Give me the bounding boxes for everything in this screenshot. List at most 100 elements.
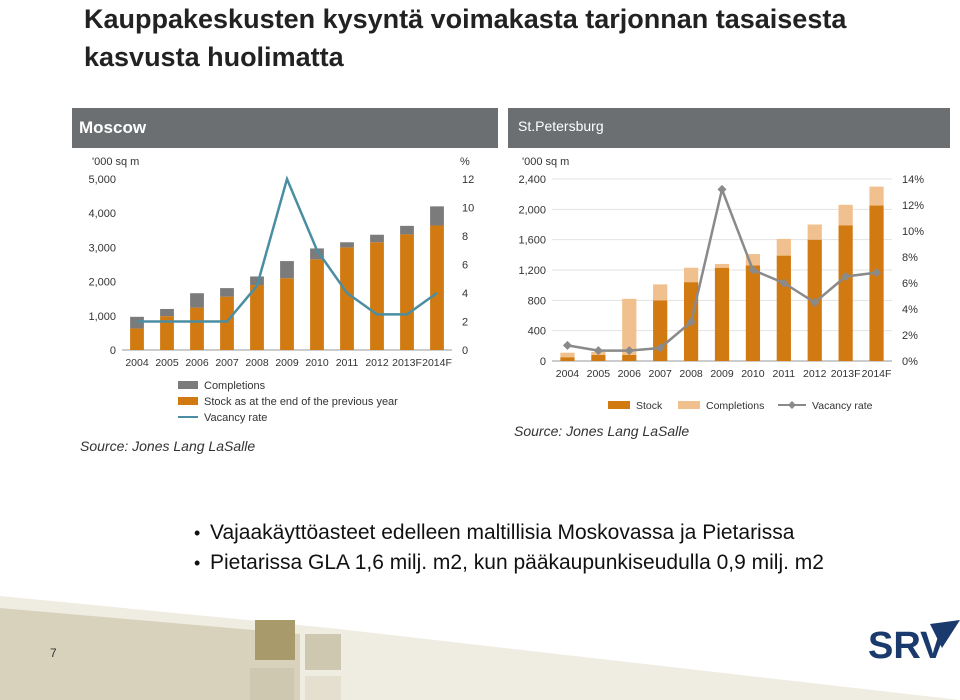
vacancy-point (872, 268, 882, 278)
bar-completions (683, 267, 699, 283)
logo-arrow-icon (930, 620, 960, 648)
y-tick-label: 1,600 (518, 235, 546, 247)
moscow-chart: 0 1,000 2,000 3,000 4,000 5,000 0 2 4 6 8 10 12 '000 … (80, 156, 474, 454)
bar-stock (560, 357, 575, 361)
y-right-axis-unit: % (460, 156, 470, 168)
bar-stock (250, 285, 264, 350)
bar-stock (220, 296, 234, 350)
bar-completions (340, 242, 354, 248)
bar-stock (160, 316, 174, 350)
bar-completions (622, 298, 637, 355)
chart-source: Source: Jones Lang LaSalle (80, 438, 255, 454)
vacancy-line (137, 175, 438, 323)
vacancy-point (624, 346, 634, 356)
y-tick-label: 2,000 (88, 277, 116, 289)
page-title: Kauppakeskusten kysyntä voimakasta tarjo… (84, 4, 847, 72)
bar-completions (160, 308, 174, 317)
legend-marker-vacancy (788, 401, 796, 409)
legend-swatch-stock (608, 401, 630, 409)
y-tick-label: 1,200 (518, 265, 546, 277)
y-right-tick-label: 4% (902, 304, 918, 316)
y-tick-label: 800 (528, 295, 546, 307)
bullet-item: Pietarissa GLA 1,6 milj. m2, kun pääkaup… (194, 548, 954, 578)
y-right-tick-label: 14% (902, 174, 924, 186)
bullet-item: Vajaakäyttöasteet edelleen maltillisia M… (194, 518, 954, 548)
x-tick-label: 2005 (587, 368, 611, 380)
x-tick-label: 2007 (649, 368, 673, 380)
x-tick-label: 2012 (803, 368, 827, 380)
y-tick-label: 2,000 (518, 204, 546, 216)
footer-tile (0, 608, 300, 700)
spb-chart: 0 400 800 1,200 1,600 2,000 2,400 0% 2% 4% 6% 8% 10%… (514, 156, 924, 439)
vacancy-point (593, 346, 603, 356)
x-tick-label: 2004 (556, 368, 580, 380)
y-right-tick-label: 6% (902, 278, 918, 290)
y-tick-label: 5,000 (88, 174, 116, 186)
y-right-tick-label: 0 (462, 345, 468, 357)
y-tick-label: 400 (528, 326, 546, 338)
y-right-tick-label: 8 (462, 231, 468, 243)
bar-stock (400, 234, 414, 350)
bar-stock (280, 278, 294, 350)
srv-logo: SRV (868, 620, 960, 664)
spb-chart-panel: St.Petersburg 0 400 800 1,200 1,600 2,000 2,40… (508, 108, 950, 446)
bar-completions (653, 284, 668, 301)
x-tick-label: 2013F (392, 357, 422, 369)
vacancy-point (748, 265, 758, 275)
bar-stock (745, 265, 761, 361)
x-tick-label: 2008 (245, 357, 269, 369)
vacancy-point (717, 184, 727, 194)
x-tick-label: 2014F (422, 357, 452, 369)
y-right-tick-label: 12% (902, 200, 924, 212)
x-tick-label: 2005 (155, 357, 179, 369)
vacancy-point (655, 343, 665, 353)
x-tick-label: 2012 (365, 357, 389, 369)
bar-completions (220, 288, 234, 297)
bar-completions (250, 276, 264, 286)
x-tick-label: 2006 (618, 368, 642, 380)
legend-swatch-completions (678, 401, 700, 409)
footer-tile (305, 634, 341, 670)
x-tick-label: 2009 (710, 368, 734, 380)
y-axis-unit: '000 sq m (522, 156, 569, 168)
y-tick-label: 4,000 (88, 208, 116, 220)
bar-completions (370, 234, 384, 243)
vacancy-point (841, 272, 851, 281)
spb-chart-header: St.Petersburg (508, 108, 950, 148)
legend-swatch-stock (178, 397, 198, 405)
legend-label: Completions (706, 400, 764, 412)
y-tick-label: 3,000 (88, 242, 116, 254)
moscow-chart-header: Moscow (72, 108, 498, 148)
bar-completions (838, 204, 853, 226)
bar-stock (869, 205, 884, 361)
bar-stock (622, 354, 637, 361)
y-right-tick-label: 8% (902, 252, 918, 264)
x-tick-label: 2013F (831, 368, 861, 380)
bar-completions (430, 206, 444, 226)
x-tick-label: 2004 (125, 357, 149, 369)
x-tick-label: 2008 (679, 368, 703, 380)
x-tick-label: 2006 (185, 357, 209, 369)
bar-completions (776, 238, 791, 256)
y-tick-label: 0 (110, 345, 116, 357)
vacancy-point (562, 340, 572, 350)
y-right-tick-label: 4 (462, 288, 468, 300)
bar-completions (560, 352, 575, 358)
footer-tile (250, 668, 294, 700)
bar-stock (838, 225, 853, 361)
bullet-list: Vajaakäyttöasteet edelleen maltillisia M… (194, 518, 954, 578)
vacancy-point (686, 317, 696, 327)
footer-tile (255, 620, 295, 660)
x-tick-label: 2011 (336, 357, 359, 369)
y-right-tick-label: 12 (462, 174, 474, 186)
bar-completions (807, 224, 822, 240)
legend-label: Vacancy rate (812, 400, 873, 412)
bar-completions (310, 248, 324, 260)
logo-text: SRV (868, 625, 946, 664)
x-tick-label: 2011 (773, 368, 796, 380)
bar-completions (190, 293, 204, 308)
x-tick-label: 2014F (862, 368, 892, 380)
vacancy-point (779, 278, 789, 288)
footer-tile (305, 676, 341, 700)
x-tick-label: 2010 (305, 357, 329, 369)
